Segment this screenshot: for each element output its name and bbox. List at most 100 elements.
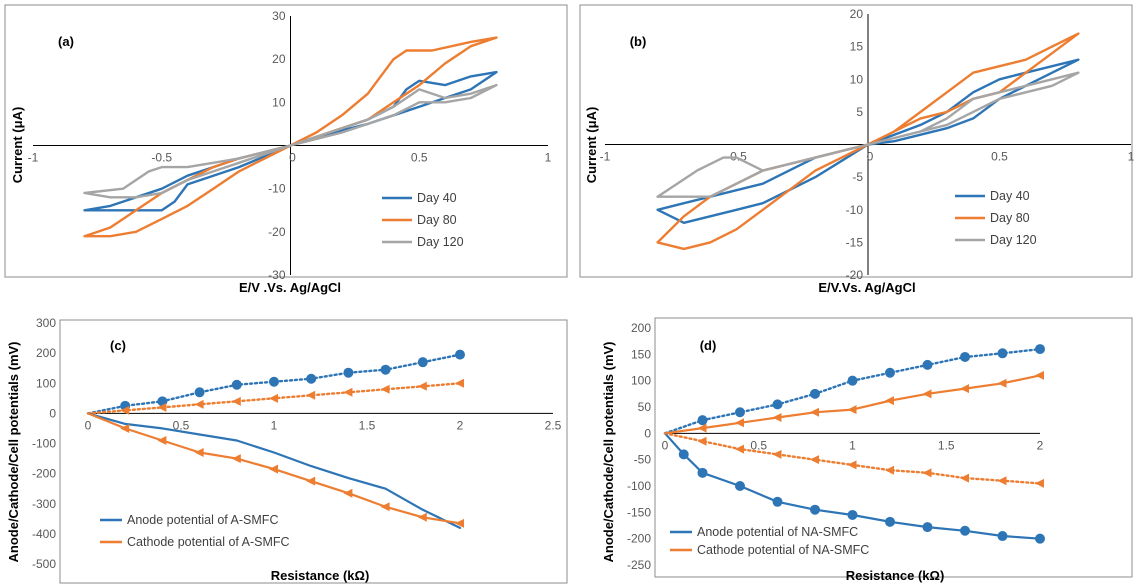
data-point-marker [772,399,783,410]
x-tick-label: 1 [545,151,552,165]
series-line-1 [83,36,498,238]
data-point-marker [922,359,933,370]
x-axis-title: Resistance (kΩ) [271,568,370,583]
legend-label: Day 40 [990,189,1030,203]
y-tick-label: -10 [268,182,286,196]
y-tick-label: -100 [627,479,651,493]
y-tick-label: -150 [627,505,651,519]
x-tick-label: 0.5 [411,151,428,165]
data-point-marker [847,375,858,386]
data-point-marker [697,436,707,446]
panel-label: (a) [58,34,74,49]
x-tick-label: 1 [849,438,856,452]
x-tick-label: 0.5 [750,438,767,452]
y-tick-label: 20 [850,7,864,21]
data-point-marker [810,388,820,399]
data-point-marker [120,423,130,433]
y-axis-title: Anode/Cathode/Cell potentials (mV) [6,341,21,562]
x-axis-title: E/V.Vs. Ag/AgCl [818,280,915,295]
data-point-marker [269,464,278,474]
data-point-marker [678,449,689,460]
data-point-marker [885,396,894,406]
y-tick-label: -5 [852,170,863,184]
data-point-marker [772,413,782,423]
y-tick-label: 10 [850,72,864,86]
panel-a-cyclic-voltammetry: -1 -0.5 0.5 1 -30 -20 -10 10 20 30 0 Day 40 Day 80 Da… [4,4,568,295]
data-point-marker [735,481,745,491]
data-point-marker [231,396,241,406]
y-axis-title: Anode/Cathode/Cell potentials (mV) [601,341,616,562]
data-point-marker [960,473,969,483]
data-point-marker [306,476,316,486]
x-tick-label: 2.5 [545,418,562,432]
data-point-marker [885,465,894,475]
x-tick-label: -0.5 [151,151,172,165]
y-axis-title: Current (μA) [584,107,599,184]
data-point-marker [417,381,427,391]
data-point-marker [847,405,857,415]
data-point-marker [735,407,745,418]
data-point-marker [1035,533,1045,544]
data-point-marker [772,449,782,459]
data-point-marker [772,496,783,507]
data-point-marker [960,384,969,394]
y-tick-label: 20 [272,52,286,66]
data-point-marker [417,357,428,368]
panel-label: (d) [700,338,717,353]
panel-d-potential-vs-resistance: 0 0.5 1 1.5 2 -250 -200 -150 -100 -50 0 50 100 150 200… [601,317,1133,583]
y-tick-label: 50 [638,400,652,414]
data-point-marker [231,454,241,464]
legend-label: Day 80 [990,211,1030,225]
data-point-marker [343,387,353,397]
y-tick-label: -15 [846,235,864,249]
data-point-marker [194,387,205,398]
y-tick-label: 200 [631,321,651,335]
y-tick-label: -300 [32,497,56,511]
x-tick-label: 0 [85,418,92,432]
x-tick-label: 0 [662,438,669,452]
data-point-marker [157,435,167,445]
x-tick-label: 1.5 [359,418,376,432]
y-tick-label: -250 [627,558,651,572]
data-point-marker [1035,370,1044,380]
x-tick-label: 1.5 [938,438,955,452]
data-point-marker [120,405,130,415]
legend-label: Cathode potential of NA-SMFC [697,543,869,557]
x-axis-title: Resistance (kΩ) [846,568,945,583]
data-point-marker [455,518,464,528]
data-point-marker [269,393,278,403]
data-point-marker [380,502,390,512]
plot-frame [59,319,568,584]
data-point-marker [960,351,970,362]
y-tick-label: -100 [32,437,56,451]
x-tick-label: 2 [1037,438,1044,452]
data-point-marker [847,460,857,470]
y-tick-label: 200 [36,346,56,360]
data-point-marker [997,348,1008,359]
series-line-2 [656,71,1080,198]
y-tick-label: 0 [644,426,651,440]
data-point-marker [997,531,1008,542]
data-point-marker [1035,344,1045,355]
legend-label: Cathode potential of A-SMFC [127,535,290,549]
series-line-2 [83,83,498,199]
data-point-marker [194,448,204,458]
data-point-marker [306,390,316,400]
legend-label: Day 120 [417,235,464,249]
panel-c-potential-vs-resistance: 0 0.5 1 1.5 2 2.5 -500 -400 -300 -200 -100 0 100 200 3… [6,316,568,584]
y-tick-label: 100 [631,374,651,388]
data-point-marker [847,509,858,520]
y-tick-label: 100 [36,376,56,390]
y-tick-label: 150 [631,347,651,361]
y-tick-label: -10 [846,203,864,217]
y-tick-label: 15 [850,40,864,54]
data-point-marker [810,455,819,465]
data-point-marker [697,467,708,478]
panel-label: (b) [630,34,647,49]
y-tick-label: -200 [627,532,651,546]
y-tick-label: -20 [268,225,286,239]
data-point-marker [417,512,427,522]
x-tick-label: -1 [28,151,39,165]
y-tick-label: 300 [36,316,56,330]
data-point-marker [231,379,242,390]
